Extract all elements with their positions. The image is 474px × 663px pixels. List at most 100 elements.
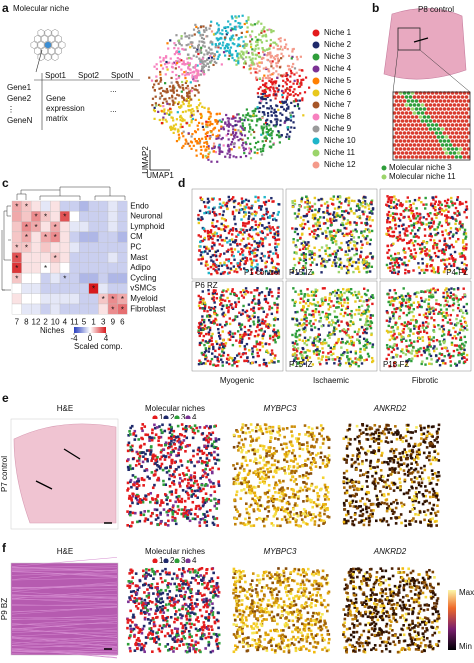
significance-mark: * [121, 305, 124, 314]
spot [223, 225, 227, 228]
inset-spot [462, 107, 467, 111]
spot [452, 233, 455, 236]
spot [216, 356, 219, 359]
umap-point [304, 76, 308, 79]
spot [345, 348, 349, 352]
spot [395, 336, 399, 339]
spot [412, 269, 415, 272]
umap-point [228, 147, 231, 151]
spot [428, 307, 432, 310]
spot [215, 265, 218, 269]
umap-point [249, 119, 253, 122]
umap-point [285, 118, 288, 122]
spot [430, 338, 433, 341]
spot [445, 296, 449, 299]
significance-mark: * [54, 233, 57, 242]
spot [238, 266, 241, 269]
spot [366, 308, 369, 311]
spot [371, 294, 374, 297]
spot [233, 241, 237, 244]
umap-point [210, 20, 213, 23]
spot [199, 296, 202, 299]
inset-spot [434, 99, 439, 103]
umap-point [173, 42, 176, 45]
umap-point [208, 151, 211, 154]
umap-point [233, 145, 236, 148]
spot [222, 289, 225, 292]
umap-point [157, 110, 160, 113]
umap-point [198, 40, 201, 43]
spot [209, 231, 213, 234]
inset-spot [444, 127, 449, 131]
umap-point [178, 136, 181, 139]
spot [316, 221, 320, 224]
spot [361, 201, 365, 204]
spot [267, 291, 271, 294]
spot [321, 300, 324, 304]
spot [208, 328, 212, 332]
spot [352, 236, 356, 239]
umap-point [197, 45, 200, 48]
spot [330, 234, 333, 237]
umap-point [270, 137, 274, 140]
spot [347, 334, 350, 337]
spot [304, 266, 307, 270]
spot [435, 360, 438, 363]
spot [243, 332, 246, 335]
spot [265, 315, 268, 319]
umap-point [288, 135, 291, 138]
spot [257, 196, 260, 199]
spot [210, 272, 213, 276]
umap-point [285, 103, 289, 106]
spot [304, 313, 307, 317]
spot [426, 252, 429, 255]
umap-point [209, 40, 213, 43]
spot [297, 261, 301, 265]
umap-point [296, 104, 300, 108]
umap-point [265, 35, 268, 38]
spot [347, 203, 350, 207]
spot [292, 287, 295, 290]
umap-point [195, 55, 198, 58]
matrix-label: matrix [46, 114, 68, 123]
spot [364, 266, 368, 270]
spot [291, 271, 294, 274]
umap-point [247, 118, 250, 121]
spot [300, 200, 303, 203]
inset-spot [444, 119, 449, 123]
spot [329, 333, 332, 336]
spot [274, 267, 278, 270]
spot [452, 302, 456, 305]
umap-point [186, 95, 189, 98]
spot [397, 199, 400, 202]
inset-spot [454, 139, 459, 143]
umap-point [182, 88, 185, 91]
umap-point [167, 47, 170, 50]
umap-point [177, 94, 180, 97]
spot [215, 340, 218, 343]
spot [432, 245, 435, 248]
spot [233, 357, 237, 360]
spot [412, 202, 415, 205]
spot [274, 246, 277, 249]
spot [392, 312, 395, 316]
spot [463, 245, 466, 248]
spot [396, 265, 399, 269]
inset-spot [418, 155, 423, 159]
umap-point [184, 81, 188, 85]
umap-point [180, 35, 183, 38]
umap-point [193, 88, 196, 91]
inset-spot [450, 107, 455, 111]
umap-point [232, 131, 235, 134]
spot [260, 291, 264, 294]
spot [459, 328, 462, 331]
heatmap-cell [98, 231, 109, 243]
spot [393, 195, 396, 198]
spot [221, 325, 224, 329]
umap-point [216, 50, 219, 53]
umap-point [269, 140, 272, 143]
spot [414, 217, 418, 220]
spot [412, 217, 415, 220]
spot [236, 330, 240, 333]
spot [203, 307, 207, 310]
